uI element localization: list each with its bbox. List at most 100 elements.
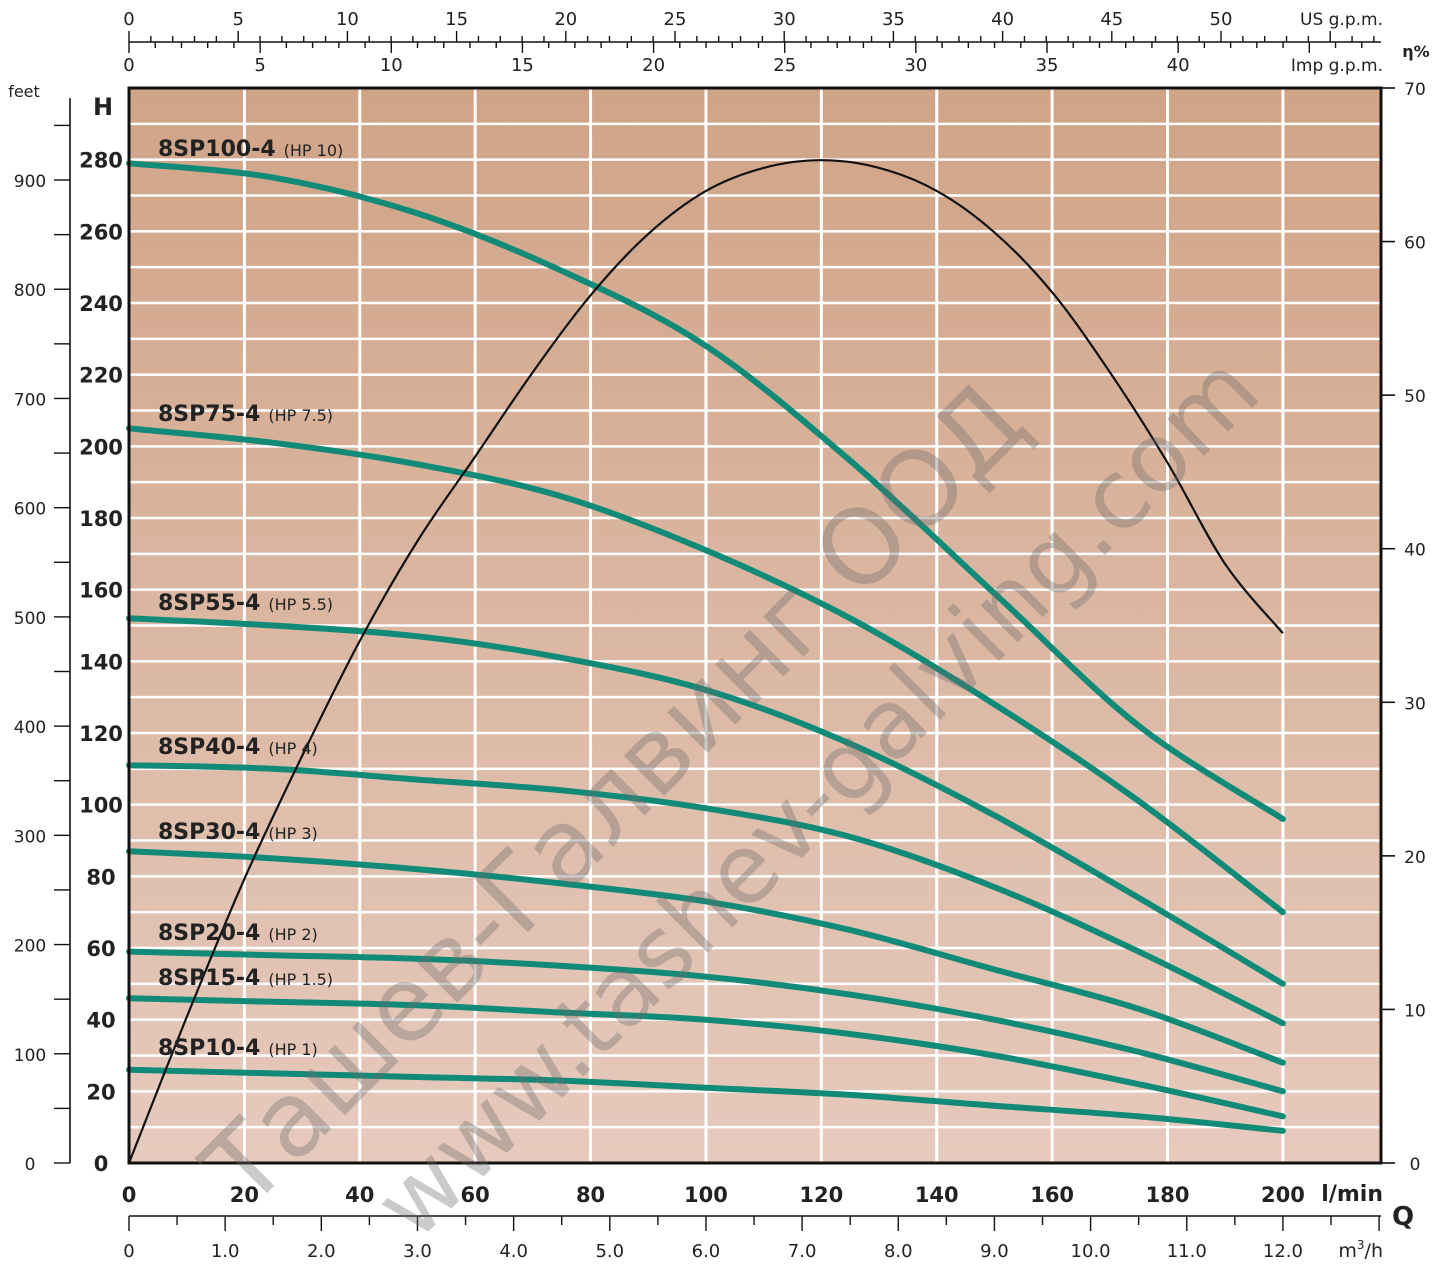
us-gpm-tick-label: 40: [991, 9, 1014, 30]
head-tick-label: 180: [79, 507, 123, 531]
lmin-tick-label: 180: [1146, 1183, 1190, 1207]
imp-gpm-tick-label: 10: [380, 55, 403, 76]
imp-gpm-tick-label: 5: [254, 55, 265, 76]
head-tick-label: 80: [86, 865, 115, 889]
series-label: 8SP10-4 (HP 1): [158, 1036, 318, 1061]
series-hp: (HP 1.5): [268, 970, 333, 989]
us-gpm-tick-label: 0: [123, 9, 134, 30]
head-tick-label: 280: [79, 149, 123, 173]
m3h-tick-label: 5.0: [595, 1241, 624, 1262]
series-name: 8SP75-4: [158, 402, 260, 427]
efficiency-axis-label: η%: [1402, 42, 1429, 61]
eta-tick-label: 20: [1404, 848, 1426, 868]
series-labels: 8SP100-4 (HP 10) 8SP75-4 (HP 7.5) 8SP55-4 (HP…: [158, 137, 343, 1061]
feet-tick-label: 0: [25, 1155, 36, 1175]
curve-8sp100-4: [126, 160, 1286, 822]
feet-tick-label: 800: [14, 281, 46, 301]
curve-8sp30-4: [126, 848, 1286, 1066]
head-tick-label: 140: [79, 650, 123, 674]
lmin-tick-label: 160: [1030, 1183, 1074, 1207]
series-name: 8SP15-4: [158, 966, 260, 991]
feet-tick-label: 200: [14, 937, 46, 957]
curve-8sp55-4: [126, 615, 1286, 987]
curve-8sp15-4: [126, 995, 1286, 1120]
series-label: 8SP100-4 (HP 10): [158, 137, 343, 162]
eta-tick-label: 10: [1404, 1001, 1426, 1021]
lmin-tick-label: 40: [345, 1183, 374, 1207]
eta-tick-label: 0: [1410, 1155, 1421, 1175]
head-tick-label: 160: [79, 579, 123, 603]
m3h-tick-label: 10.0: [1071, 1241, 1111, 1262]
lmin-tick-label: 80: [576, 1183, 605, 1207]
head-tick-label: 0: [94, 1152, 109, 1176]
m3h-tick-label: 4.0: [499, 1241, 528, 1262]
head-tick-label: 60: [86, 937, 115, 961]
axes: 0 5 10 15 20 25 30 35 40 45 500 5 10 15 20 25 30 35 400204…: [14, 9, 1426, 1262]
lmin-tick-label: 0: [122, 1183, 137, 1207]
feet-axis-label: feet: [8, 82, 40, 101]
us-gpm-tick-label: 5: [232, 9, 243, 30]
series-name: 8SP10-4: [158, 1036, 260, 1061]
series-name: 8SP55-4: [158, 591, 260, 616]
imp-gpm-unit: Imp g.p.m.: [1291, 56, 1383, 76]
imp-gpm-tick-label: 30: [904, 55, 927, 76]
m3h-unit-tail: /h: [1365, 1240, 1383, 1262]
series-name: 8SP40-4: [158, 735, 260, 760]
head-tick-label: 200: [79, 435, 123, 459]
series-label: 8SP30-4 (HP 3): [158, 820, 318, 845]
m3h-tick-label: 8.0: [884, 1241, 913, 1262]
eta-tick-label: 50: [1404, 387, 1426, 407]
efficiency-curve-group: [127, 159, 1284, 1164]
lmin-tick-label: 60: [461, 1183, 490, 1207]
series-hp: (HP 2): [268, 925, 317, 944]
us-gpm-tick-label: 20: [554, 9, 577, 30]
series-label: 8SP20-4 (HP 2): [158, 921, 318, 946]
imp-gpm-tick-label: 40: [1167, 55, 1190, 76]
feet-tick-label: 600: [14, 500, 46, 520]
series-hp: (HP 10): [284, 141, 344, 160]
us-gpm-tick-label: 50: [1210, 9, 1233, 30]
m3h-tick-label: 1.0: [211, 1241, 240, 1262]
axis-units: H feet η% US g.p.m. Imp g.p.m. l/min Q m…: [8, 10, 1430, 1262]
eta-tick-label: 40: [1404, 541, 1426, 561]
head-tick-label: 240: [79, 292, 123, 316]
series-name: 8SP100-4: [158, 137, 276, 162]
m3h-tick-label: 3.0: [403, 1241, 432, 1262]
m3h-tick-label: 2.0: [307, 1241, 336, 1262]
lmin-tick-label: 20: [230, 1183, 259, 1207]
series-name: 8SP20-4: [158, 921, 260, 946]
us-gpm-tick-label: 25: [664, 9, 687, 30]
efficiency-curve: [127, 159, 1284, 1164]
us-gpm-unit: US g.p.m.: [1300, 10, 1383, 30]
series-hp: (HP 5.5): [268, 595, 333, 614]
feet-tick-label: 500: [14, 609, 46, 629]
m3h-tick-label: 7.0: [788, 1241, 817, 1262]
us-gpm-tick-label: 45: [1100, 9, 1123, 30]
lmin-tick-label: 120: [799, 1183, 843, 1207]
series-label: 8SP75-4 (HP 7.5): [158, 402, 333, 427]
eta-tick-label: 70: [1404, 80, 1426, 100]
imp-gpm-tick-label: 15: [511, 55, 534, 76]
imp-gpm-tick-label: 35: [1036, 55, 1059, 76]
series-hp: (HP 4): [268, 739, 317, 758]
curve-8sp20-4: [126, 948, 1286, 1095]
curve-8sp40-4: [126, 762, 1286, 1027]
plot-frame: [127, 86, 1383, 1165]
m3h-unit-base: m: [1338, 1240, 1357, 1262]
imp-gpm-tick-label: 25: [773, 55, 796, 76]
lmin-tick-label: 140: [915, 1183, 959, 1207]
eta-tick-label: 30: [1404, 694, 1426, 714]
feet-tick-label: 700: [14, 390, 46, 410]
series-hp: (HP 3): [268, 824, 317, 843]
curve-8sp75-4: [126, 425, 1286, 916]
head-tick-label: 20: [86, 1080, 115, 1104]
m3h-unit: m3/h: [1338, 1238, 1383, 1262]
feet-tick-label: 100: [14, 1046, 46, 1066]
curve-8sp10-4: [126, 1066, 1286, 1134]
series-label: 8SP40-4 (HP 4): [158, 735, 318, 760]
feet-tick-label: 400: [14, 718, 46, 738]
head-tick-label: 220: [79, 364, 123, 388]
m3h-tick-label: 12.0: [1263, 1241, 1303, 1262]
lmin-tick-label: 200: [1261, 1183, 1305, 1207]
head-tick-label: 120: [79, 722, 123, 746]
